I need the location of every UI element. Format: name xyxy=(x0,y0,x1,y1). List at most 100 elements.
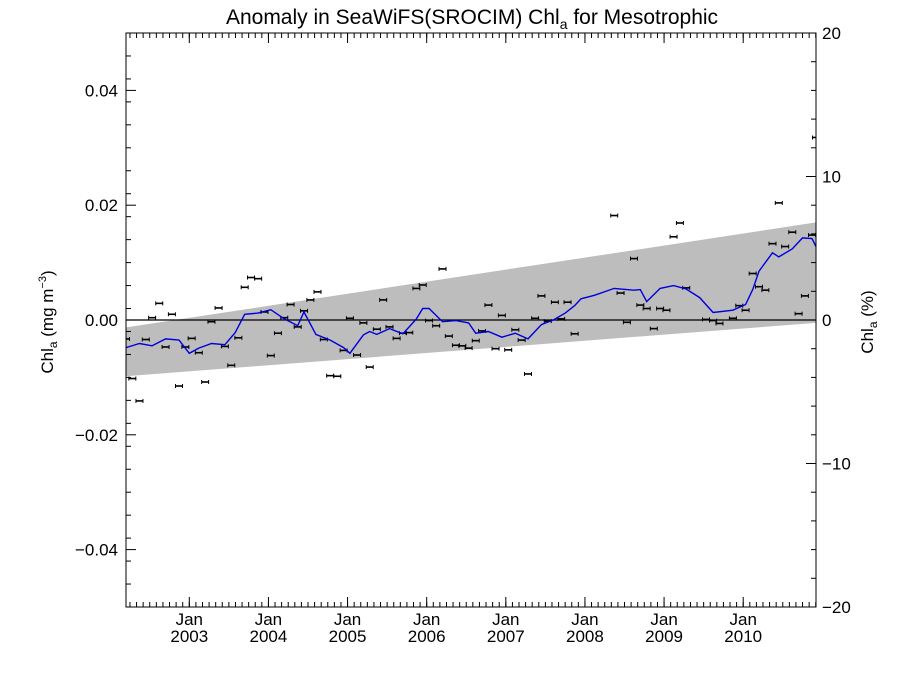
y-axis-label-left: Chla (mg m−3) xyxy=(37,270,60,373)
data-point xyxy=(353,353,362,358)
data-point xyxy=(372,327,381,332)
data-point xyxy=(537,293,546,298)
data-point xyxy=(214,305,223,310)
data-point xyxy=(379,297,388,302)
x-tick-label-month: Jan xyxy=(334,610,361,629)
data-point xyxy=(345,316,354,321)
x-tick-label-month: Jan xyxy=(650,610,677,629)
data-point xyxy=(761,288,770,293)
y-tick-label-right: 20 xyxy=(822,24,841,43)
data-point xyxy=(313,289,322,294)
data-point xyxy=(794,311,803,316)
data-point xyxy=(392,336,401,341)
data-point xyxy=(788,230,797,235)
y-tick-label-left: −0.02 xyxy=(75,426,118,445)
data-point xyxy=(484,303,493,308)
data-point xyxy=(800,293,809,298)
y-tick-label-right: −10 xyxy=(822,455,851,474)
data-point xyxy=(531,316,540,321)
plot-area: 0.040.020.00−0.02−0.0420100−10−20Jan2003… xyxy=(75,24,851,646)
data-point xyxy=(194,350,203,355)
data-point xyxy=(247,275,256,280)
data-point xyxy=(570,331,579,336)
chart-title-subscript: a xyxy=(560,16,568,32)
data-point xyxy=(504,347,513,352)
data-point xyxy=(326,373,335,378)
data-point xyxy=(293,324,302,329)
x-tick-label-month: Jan xyxy=(571,610,598,629)
data-point xyxy=(425,318,434,323)
data-point xyxy=(471,338,480,343)
y-tick-label-left: 0.02 xyxy=(85,196,118,215)
x-tick-label-year: 2004 xyxy=(250,627,288,646)
data-point xyxy=(755,284,764,289)
data-point xyxy=(563,300,572,305)
data-point xyxy=(333,374,342,379)
data-point xyxy=(181,344,190,349)
chart-title: Anomaly in SeaWiFS(SROCIM) Chla for Meso… xyxy=(226,6,718,32)
plot-content xyxy=(126,135,816,403)
data-point xyxy=(550,300,559,305)
data-point xyxy=(227,363,236,368)
data-point xyxy=(741,308,750,313)
data-point xyxy=(458,343,467,348)
data-point xyxy=(774,200,783,205)
data-point xyxy=(254,276,263,281)
data-point xyxy=(812,135,816,140)
trend-band xyxy=(126,222,816,377)
y-tick-label-left: 0.04 xyxy=(85,81,118,100)
data-point xyxy=(365,365,374,370)
data-point xyxy=(642,306,651,311)
data-point xyxy=(167,312,176,317)
data-point xyxy=(709,318,718,323)
data-points xyxy=(126,135,816,403)
data-point xyxy=(497,313,506,318)
data-point xyxy=(444,334,453,339)
data-point xyxy=(675,220,684,225)
data-point xyxy=(240,285,249,290)
data-point xyxy=(412,286,421,291)
chart-title-suffix: for Mesotrophic xyxy=(567,6,718,29)
data-point xyxy=(768,241,777,246)
data-point xyxy=(432,323,441,328)
x-tick-label-year: 2010 xyxy=(724,627,762,646)
y-tick-label-left: 0.00 xyxy=(85,311,118,330)
data-point xyxy=(610,213,619,218)
data-point xyxy=(636,303,645,308)
data-point xyxy=(662,308,671,313)
x-tick-label-year: 2005 xyxy=(329,627,367,646)
smoothed-line xyxy=(126,237,816,355)
data-point xyxy=(622,320,631,325)
data-point xyxy=(126,336,130,341)
x-tick-label-month: Jan xyxy=(255,610,282,629)
data-point xyxy=(491,346,500,351)
y-axis-label-right: Chla (%) xyxy=(858,290,880,353)
y-tick-label-right: 10 xyxy=(822,168,841,187)
data-point xyxy=(630,256,639,261)
data-point xyxy=(728,316,737,321)
data-point xyxy=(141,337,150,342)
data-point xyxy=(148,315,157,320)
data-point xyxy=(266,353,275,358)
x-tick-label-month: Jan xyxy=(413,610,440,629)
data-point xyxy=(161,344,170,349)
data-point xyxy=(748,271,757,276)
y-tick-label-left: −0.04 xyxy=(75,541,118,560)
x-tick-label-year: 2007 xyxy=(487,627,525,646)
data-point xyxy=(523,371,532,376)
data-point xyxy=(207,319,216,324)
y-tick-label-right: 0 xyxy=(822,311,831,330)
data-point xyxy=(385,324,394,329)
data-point xyxy=(155,301,164,306)
data-point xyxy=(517,338,526,343)
data-point xyxy=(616,291,625,296)
data-point xyxy=(511,327,520,332)
y-tick-label-right: −20 xyxy=(822,598,851,617)
data-point xyxy=(286,302,295,307)
data-point xyxy=(669,234,678,239)
x-tick-label-year: 2009 xyxy=(645,627,683,646)
data-point xyxy=(234,335,243,340)
data-point xyxy=(464,346,473,351)
data-point xyxy=(135,398,144,403)
data-point xyxy=(273,331,282,336)
